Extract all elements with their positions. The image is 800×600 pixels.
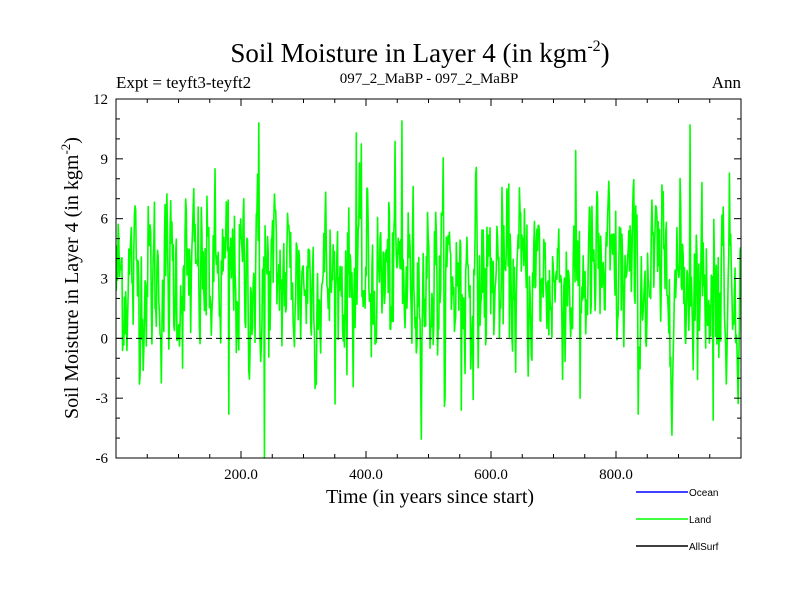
x-tick-label: 800.0 (599, 467, 633, 483)
experiment-label: Expt = teyft3-teyft2 (116, 73, 251, 92)
x-tick-label: 200.0 (224, 467, 258, 483)
y-tick-label: -6 (96, 451, 109, 467)
plot-area: 200.0 400.0 600.0 800.0 -6 -3 0 3 6 9 12 (93, 92, 742, 483)
y-tick-label: 12 (93, 92, 108, 108)
y-tick-label: 3 (101, 272, 109, 288)
season-label: Ann (712, 73, 742, 92)
chart-title: Soil Moisture in Layer 4 (in kgm-2) (230, 38, 609, 68)
legend-label-land: Land (689, 515, 711, 526)
x-tick-label: 600.0 (474, 467, 508, 483)
legend: Ocean Land AllSurf (636, 488, 719, 553)
series-layer (115, 120, 742, 459)
legend-label-allsurf: AllSurf (689, 542, 719, 553)
period-label: 097_2_MaBP - 097_2_MaBP (340, 71, 519, 87)
y-tick-label: 6 (101, 212, 109, 228)
y-axis-label: Soil Moisture in Layer 4 (in kgm-2) (58, 137, 83, 419)
legend-label-ocean: Ocean (689, 488, 718, 499)
x-tick-label: 400.0 (349, 467, 383, 483)
land-series-line (115, 120, 742, 459)
axis-ticks: 200.0 400.0 600.0 800.0 -6 -3 0 3 6 9 12 (93, 92, 741, 483)
y-tick-label: 9 (101, 152, 109, 168)
x-axis-label: Time (in years since start) (326, 486, 534, 508)
y-tick-label: -3 (96, 391, 109, 407)
y-tick-label: 0 (101, 331, 109, 347)
